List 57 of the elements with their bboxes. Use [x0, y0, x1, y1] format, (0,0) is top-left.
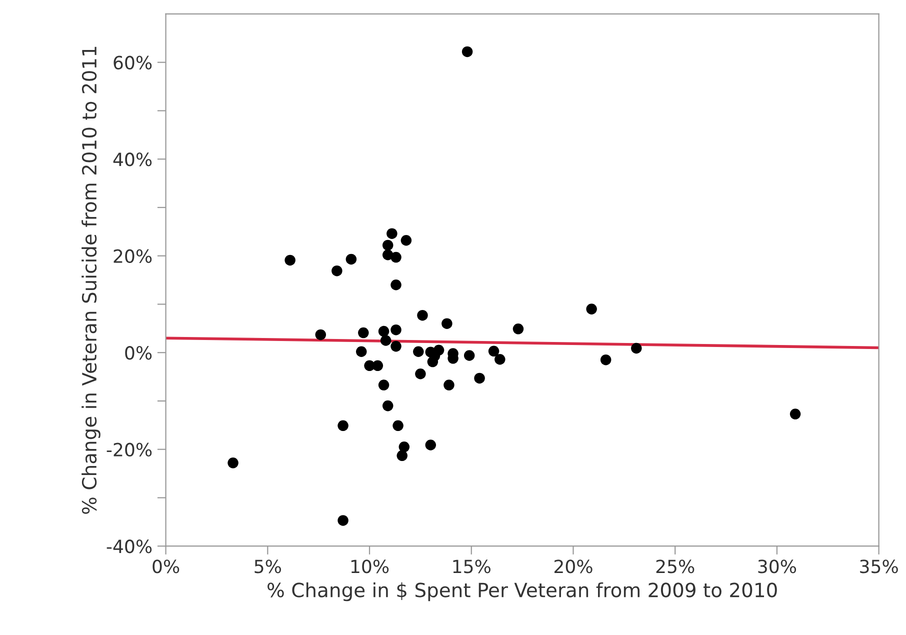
point [474, 372, 485, 384]
y-tick-label: -20% [106, 442, 152, 456]
point [338, 420, 348, 432]
point [494, 354, 506, 365]
y-tick-label: -40% [106, 540, 152, 554]
x-tick-label: 30% [758, 560, 796, 574]
point [338, 515, 348, 526]
point [390, 252, 402, 263]
x-tick-label: 35% [860, 560, 898, 574]
point [378, 380, 390, 390]
point [358, 327, 369, 338]
point [444, 380, 454, 390]
point [488, 346, 500, 357]
point [390, 279, 402, 290]
point [372, 360, 384, 372]
x-tick-label: 0% [152, 560, 180, 574]
point [382, 400, 394, 412]
point [315, 329, 326, 340]
point [600, 354, 612, 366]
point [417, 310, 428, 321]
point [380, 335, 392, 346]
x-tick-label: 10% [351, 560, 389, 574]
y-tick-label: 0% [125, 346, 152, 360]
point [464, 350, 475, 361]
x-tick-label: 5% [254, 560, 281, 574]
point [382, 240, 394, 251]
point [425, 440, 436, 450]
point [228, 458, 238, 468]
point [442, 318, 452, 329]
point [427, 356, 438, 368]
x-tick-label: 20% [554, 560, 592, 574]
point [356, 346, 367, 358]
point [284, 254, 296, 266]
x-tick-label: 25% [656, 560, 694, 574]
point [346, 254, 357, 265]
point [398, 442, 410, 452]
y-axis-title: % Change in Veteran Suicide from 2010 to 2011 [82, 46, 100, 514]
point [332, 265, 342, 276]
x-tick-label: 15% [453, 560, 490, 574]
y-tick-label: 20% [114, 249, 152, 263]
point [415, 368, 426, 380]
point [400, 234, 412, 246]
point [512, 324, 524, 334]
point [378, 326, 390, 337]
y-tick-label: 60% [114, 56, 152, 70]
point [413, 346, 424, 358]
point [462, 46, 473, 58]
point [790, 408, 801, 420]
point [392, 420, 404, 432]
point [631, 342, 642, 354]
point [386, 228, 398, 239]
y-tick-label: 40% [113, 152, 152, 166]
point [390, 340, 402, 352]
point [396, 450, 408, 462]
x-axis-title: % Change in $ Spent Per Veteran from 2009 to 2010 [268, 582, 777, 602]
point [586, 304, 597, 314]
point [390, 324, 402, 336]
